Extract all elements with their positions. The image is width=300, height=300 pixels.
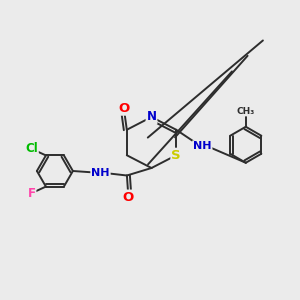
Text: NH: NH — [193, 141, 212, 151]
Text: N: N — [146, 110, 157, 124]
Text: F: F — [28, 187, 35, 200]
Text: O: O — [123, 190, 134, 204]
Text: O: O — [118, 102, 129, 115]
Text: S: S — [171, 149, 181, 162]
Text: NH: NH — [91, 167, 110, 178]
Text: Cl: Cl — [25, 142, 38, 155]
Text: CH₃: CH₃ — [237, 106, 255, 116]
